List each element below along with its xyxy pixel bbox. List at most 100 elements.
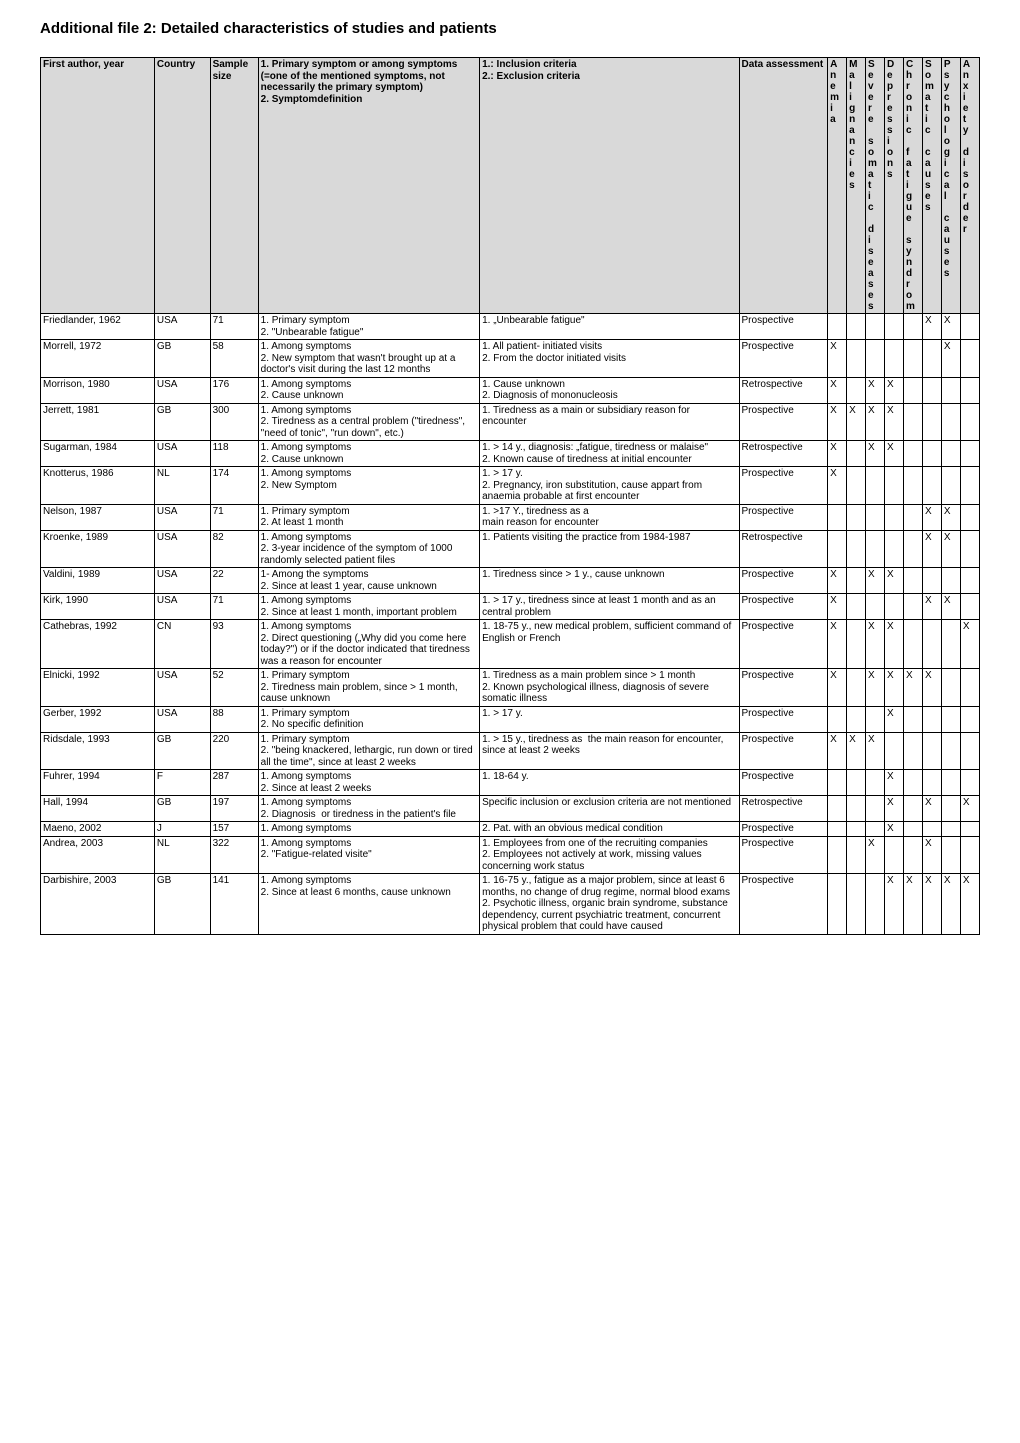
cell: 1- Among the symptoms 2. Since at least … <box>258 568 479 594</box>
cell: Elnicki, 1992 <box>41 669 155 707</box>
flag-cell <box>960 669 979 707</box>
cell: Retrospective <box>739 377 828 403</box>
flag-cell <box>885 504 904 530</box>
flag-cell <box>903 836 922 874</box>
cell: Prospective <box>739 314 828 340</box>
cell: 157 <box>210 822 258 837</box>
flag-cell <box>866 874 885 935</box>
flag-cell <box>960 530 979 568</box>
cell: 1. Primary symptom 2. At least 1 month <box>258 504 479 530</box>
flag-cell: X <box>885 568 904 594</box>
page-title: Additional file 2: Detailed characterist… <box>40 20 980 37</box>
flag-cell <box>960 504 979 530</box>
cell: GB <box>154 732 210 770</box>
flag-cell <box>960 377 979 403</box>
flag-cell: X <box>828 620 847 669</box>
flag-header: Severe somatic diseases <box>866 58 885 314</box>
cell: Prospective <box>739 620 828 669</box>
cell: NL <box>154 467 210 505</box>
cell: Kirk, 1990 <box>41 594 155 620</box>
flag-cell: X <box>922 594 941 620</box>
cell: 1. Among symptoms 2. Cause unknown <box>258 377 479 403</box>
cell: GB <box>154 874 210 935</box>
cell: USA <box>154 441 210 467</box>
cell: 1. Among symptoms 2. Diagnosis or tiredn… <box>258 796 479 822</box>
cell: Andrea, 2003 <box>41 836 155 874</box>
table-row: Morrell, 1972GB581. Among symptoms 2. Ne… <box>41 340 980 378</box>
flag-header: Anemia <box>828 58 847 314</box>
cell: 1. Primary symptom 2. "being knackered, … <box>258 732 479 770</box>
flag-cell: X <box>885 822 904 837</box>
flag-cell <box>847 706 866 732</box>
table-row: Elnicki, 1992USA521. Primary symptom 2. … <box>41 669 980 707</box>
flag-cell: X <box>941 504 960 530</box>
flag-cell <box>941 796 960 822</box>
flag-cell: X <box>960 796 979 822</box>
flag-cell <box>941 770 960 796</box>
flag-cell <box>941 441 960 467</box>
flag-cell: X <box>885 796 904 822</box>
cell: 1. Among symptoms 2. Since at least 6 mo… <box>258 874 479 935</box>
table-body: Friedlander, 1962USA711. Primary symptom… <box>41 314 980 935</box>
flag-cell <box>960 403 979 441</box>
cell: 88 <box>210 706 258 732</box>
cell: 58 <box>210 340 258 378</box>
cell: 1. Primary symptom 2. No specific defini… <box>258 706 479 732</box>
flag-cell: X <box>866 568 885 594</box>
flag-cell <box>960 441 979 467</box>
cell: 1. Tiredness as a main problem since > 1… <box>480 669 739 707</box>
flag-cell: X <box>866 441 885 467</box>
table-row: Friedlander, 1962USA711. Primary symptom… <box>41 314 980 340</box>
cell: 1. Among symptoms 2. 3-year incidence of… <box>258 530 479 568</box>
cell: 118 <box>210 441 258 467</box>
flag-cell: X <box>828 669 847 707</box>
flag-cell <box>847 620 866 669</box>
cell: 71 <box>210 594 258 620</box>
cell: Maeno, 2002 <box>41 822 155 837</box>
col-header: Data assessment <box>739 58 828 314</box>
cell: Retrospective <box>739 796 828 822</box>
cell: 141 <box>210 874 258 935</box>
flag-cell <box>866 530 885 568</box>
cell: Prospective <box>739 669 828 707</box>
flag-cell: X <box>885 706 904 732</box>
flag-cell <box>828 504 847 530</box>
cell: 2. Pat. with an obvious medical conditio… <box>480 822 739 837</box>
flag-cell: X <box>847 403 866 441</box>
table-row: Knotterus, 1986NL1741. Among symptoms 2.… <box>41 467 980 505</box>
flag-cell: X <box>922 669 941 707</box>
flag-cell: X <box>885 441 904 467</box>
flag-cell <box>960 822 979 837</box>
flag-cell <box>922 770 941 796</box>
flag-cell: X <box>866 836 885 874</box>
cell: Prospective <box>739 594 828 620</box>
flag-cell <box>903 530 922 568</box>
flag-cell <box>941 467 960 505</box>
cell: 1. > 17 y. 2. Pregnancy, iron substituti… <box>480 467 739 505</box>
cell: GB <box>154 796 210 822</box>
flag-cell: X <box>828 568 847 594</box>
flag-cell: X <box>903 874 922 935</box>
flag-cell <box>828 796 847 822</box>
flag-cell <box>885 732 904 770</box>
cell: Sugarman, 1984 <box>41 441 155 467</box>
cell: Kroenke, 1989 <box>41 530 155 568</box>
flag-cell: X <box>828 403 847 441</box>
flag-cell: X <box>922 796 941 822</box>
flag-cell <box>847 796 866 822</box>
flag-cell <box>847 441 866 467</box>
flag-cell <box>866 467 885 505</box>
cell: 1. Among symptoms 2. Tiredness as a cent… <box>258 403 479 441</box>
cell: 1. Among symptoms 2. New symptom that wa… <box>258 340 479 378</box>
cell: 176 <box>210 377 258 403</box>
cell: 220 <box>210 732 258 770</box>
col-header: Sample size <box>210 58 258 314</box>
flag-header: Somatic causes <box>922 58 941 314</box>
flag-cell <box>941 732 960 770</box>
cell: Retrospective <box>739 441 828 467</box>
flag-cell: X <box>885 377 904 403</box>
flag-cell <box>960 568 979 594</box>
flag-cell <box>847 377 866 403</box>
flag-cell <box>922 403 941 441</box>
flag-cell <box>960 314 979 340</box>
